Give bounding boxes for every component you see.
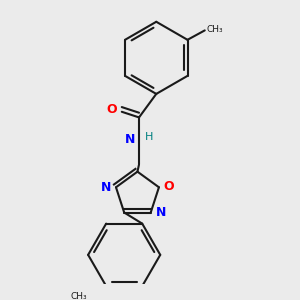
Text: H: H — [145, 132, 153, 142]
Text: CH₃: CH₃ — [70, 292, 87, 300]
Text: N: N — [101, 181, 111, 194]
Text: N: N — [125, 134, 135, 146]
Text: N: N — [155, 206, 166, 219]
Text: O: O — [164, 180, 174, 193]
Text: O: O — [107, 103, 117, 116]
Text: CH₃: CH₃ — [206, 25, 223, 34]
